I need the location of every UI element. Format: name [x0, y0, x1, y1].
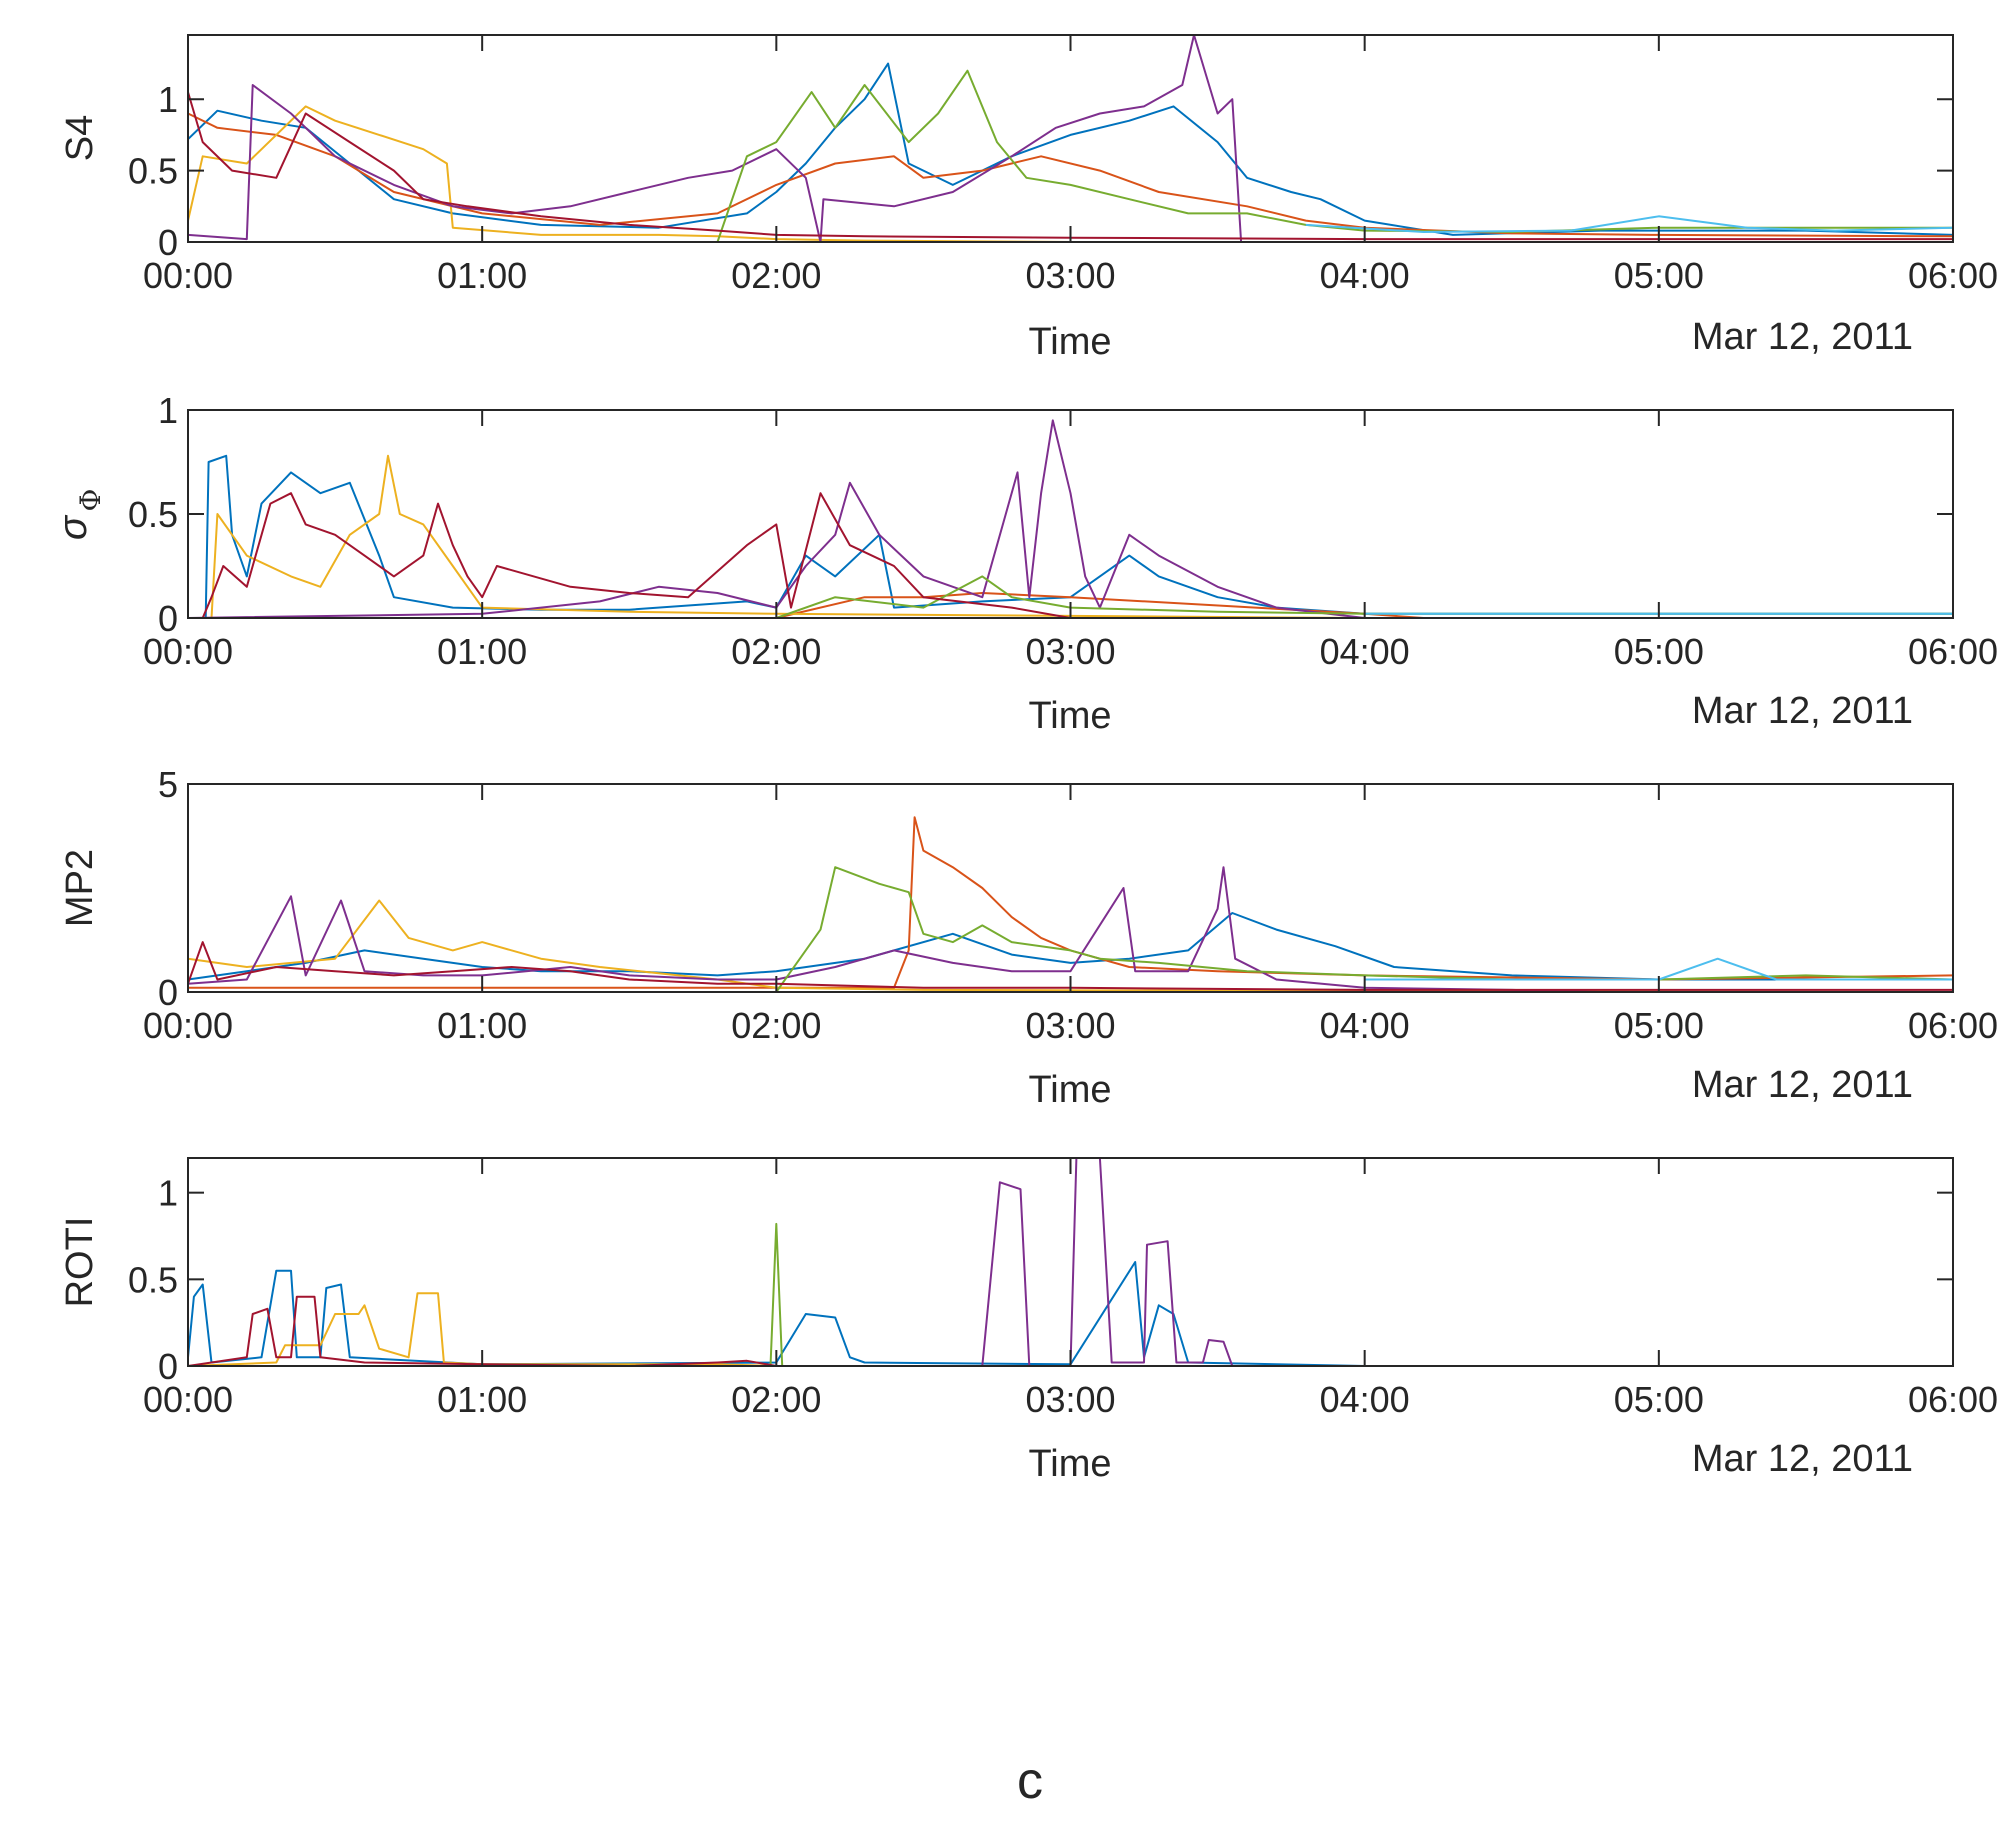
- s4-x-tick-label: 06:00: [1908, 255, 1998, 296]
- s4-series-4: [187, 34, 1953, 243]
- mp2-y-tick-label: 0: [158, 972, 178, 1013]
- sigma-phi-x-tick-label: 03:00: [1025, 631, 1115, 672]
- s4-x-tick-label: 03:00: [1025, 255, 1115, 296]
- sigma-phi-date-label: Mar 12, 2011: [1692, 690, 1913, 732]
- roti-x-ticks: 00:00 01:00 02:00 03:00 04:00 05:00 06:00: [143, 1158, 1998, 1420]
- roti-x-axis-label: Time: [1028, 1443, 1111, 1485]
- mp2-x-tick-label: 05:00: [1614, 1005, 1704, 1046]
- mp2-date-label: Mar 12, 2011: [1692, 1064, 1913, 1106]
- sigma-phi-x-tick-label: 02:00: [731, 631, 821, 672]
- roti-x-tick-label: 06:00: [1908, 1379, 1998, 1420]
- mp2-plot-area: [187, 816, 1954, 993]
- sigma-phi-x-ticks: 00:00 01:00 02:00 03:00 04:00 05:00 06:00: [143, 410, 1998, 672]
- roti-plot-area: [187, 1157, 1953, 1367]
- sigma-phi-x-tick-label: 05:00: [1614, 631, 1704, 672]
- roti-x-tick-label: 02:00: [731, 1379, 821, 1420]
- s4-x-tick-label: 01:00: [437, 255, 527, 296]
- mp2-series-5: [188, 866, 1954, 993]
- mp2-series-1: [187, 912, 1953, 981]
- figure-sublabel: c: [1017, 1752, 1043, 1810]
- s4-x-tick-label: 02:00: [731, 255, 821, 296]
- s4-series-6: [1305, 215, 1954, 233]
- sigma-phi-y-tick-label: 0.5: [128, 494, 178, 535]
- s4-y-tick-label: 0: [158, 222, 178, 263]
- sigma-phi-x-tick-label: 04:00: [1320, 631, 1410, 672]
- phi-subscript: Φ: [74, 489, 107, 512]
- roti-x-tick-label: 01:00: [437, 1379, 527, 1420]
- roti-x-tick-label: 05:00: [1614, 1379, 1704, 1420]
- mp2-series-4: [187, 866, 1953, 993]
- s4-series-2: [187, 112, 1954, 238]
- s4-y-axis-label: S4: [59, 115, 101, 161]
- s4-y-tick-label: 0.5: [128, 151, 178, 192]
- s4-x-tick-label: 04:00: [1320, 255, 1410, 296]
- sigma-phi-plot-area: [187, 419, 1953, 619]
- roti-y-tick-label: 1: [158, 1173, 178, 1214]
- mp2-series-3: [187, 899, 1954, 993]
- sigma-phi-x-tick-label: 01:00: [437, 631, 527, 672]
- roti-y-ticks: 00.51: [128, 1173, 1953, 1387]
- mp2-y-axis-label: MP2: [59, 849, 101, 927]
- panel-sigma-phi: 00:00 01:00 02:00 03:00 04:00 05:00 06:00 00.5…: [51, 390, 1998, 737]
- s4-y-tick-label: 1: [158, 79, 178, 120]
- sigma-phi-y-axis-label: σ Φ: [51, 489, 107, 541]
- roti-y-tick-label: 0.5: [128, 1259, 178, 1300]
- mp2-x-tick-label: 01:00: [437, 1005, 527, 1046]
- mp2-x-axis-label: Time: [1028, 1069, 1111, 1111]
- s4-series-3: [187, 105, 1953, 243]
- mp2-y-tick-label: 5: [158, 764, 178, 805]
- s4-plot-area: [187, 34, 1954, 243]
- roti-x-tick-label: 04:00: [1320, 1379, 1410, 1420]
- mp2-x-tick-label: 06:00: [1908, 1005, 1998, 1046]
- roti-series-4: [188, 1157, 1953, 1367]
- s4-x-axis-label: Time: [1028, 321, 1111, 363]
- mp2-y-ticks: 05: [158, 764, 1953, 1013]
- sigma-symbol: σ: [51, 514, 95, 540]
- s4-series-7: [187, 91, 1953, 241]
- sigma-phi-series-1: [188, 454, 1953, 619]
- s4-x-tick-label: 00:00: [143, 255, 233, 296]
- roti-series-7: [187, 1295, 1953, 1367]
- roti-series-3: [187, 1292, 1953, 1367]
- sigma-phi-series-4: [187, 419, 1953, 619]
- sigma-phi-series-7: [188, 492, 1953, 619]
- mp2-series-6: [1364, 957, 1953, 981]
- sigma-phi-y-tick-label: 0: [158, 598, 178, 639]
- s4-x-ticks: 00:00 01:00 02:00 03:00 04:00 05:00 06:00: [143, 35, 1998, 296]
- s4-x-tick-label: 05:00: [1614, 255, 1704, 296]
- mp2-x-tick-label: 00:00: [143, 1005, 233, 1046]
- sigma-phi-x-tick-label: 06:00: [1908, 631, 1998, 672]
- roti-date-label: Mar 12, 2011: [1692, 1438, 1913, 1480]
- s4-axes-frame: [187, 34, 1954, 243]
- sigma-phi-x-tick-label: 00:00: [143, 631, 233, 672]
- roti-y-axis-label: ROTI: [59, 1217, 101, 1308]
- mp2-x-tick-label: 03:00: [1025, 1005, 1115, 1046]
- mp2-series-7: [187, 941, 1953, 991]
- roti-x-tick-label: 03:00: [1025, 1379, 1115, 1420]
- mp2-x-tick-label: 04:00: [1320, 1005, 1410, 1046]
- sigma-phi-y-ticks: 00.51: [128, 390, 1953, 639]
- sigma-phi-series-3: [188, 454, 1953, 619]
- roti-y-tick-label: 0: [158, 1346, 178, 1387]
- s4-y-ticks: 00.51: [128, 79, 1953, 263]
- mp2-x-ticks: 00:00 01:00 02:00 03:00 04:00 05:00 06:00: [143, 784, 1998, 1046]
- mp2-x-tick-label: 02:00: [731, 1005, 821, 1046]
- mp2-axes-frame: [187, 783, 1954, 993]
- panel-roti: 00:00 01:00 02:00 03:00 04:00 05:00 06:00 00.5…: [59, 1157, 1998, 1485]
- panel-mp2: 00:00 01:00 02:00 03:00 04:00 05:00 06:00 05 M…: [59, 764, 1998, 1111]
- roti-x-tick-label: 00:00: [143, 1379, 233, 1420]
- sigma-phi-x-axis-label: Time: [1028, 695, 1111, 737]
- sigma-phi-axes-frame: [187, 409, 1954, 619]
- s4-date-label: Mar 12, 2011: [1692, 316, 1913, 358]
- panel-s4: 00:00 01:00 02:00 03:00 04:00 05:00 06:00 00.5…: [59, 34, 1998, 363]
- s4-series-1: [187, 62, 1954, 236]
- sigma-phi-y-tick-label: 1: [158, 390, 178, 431]
